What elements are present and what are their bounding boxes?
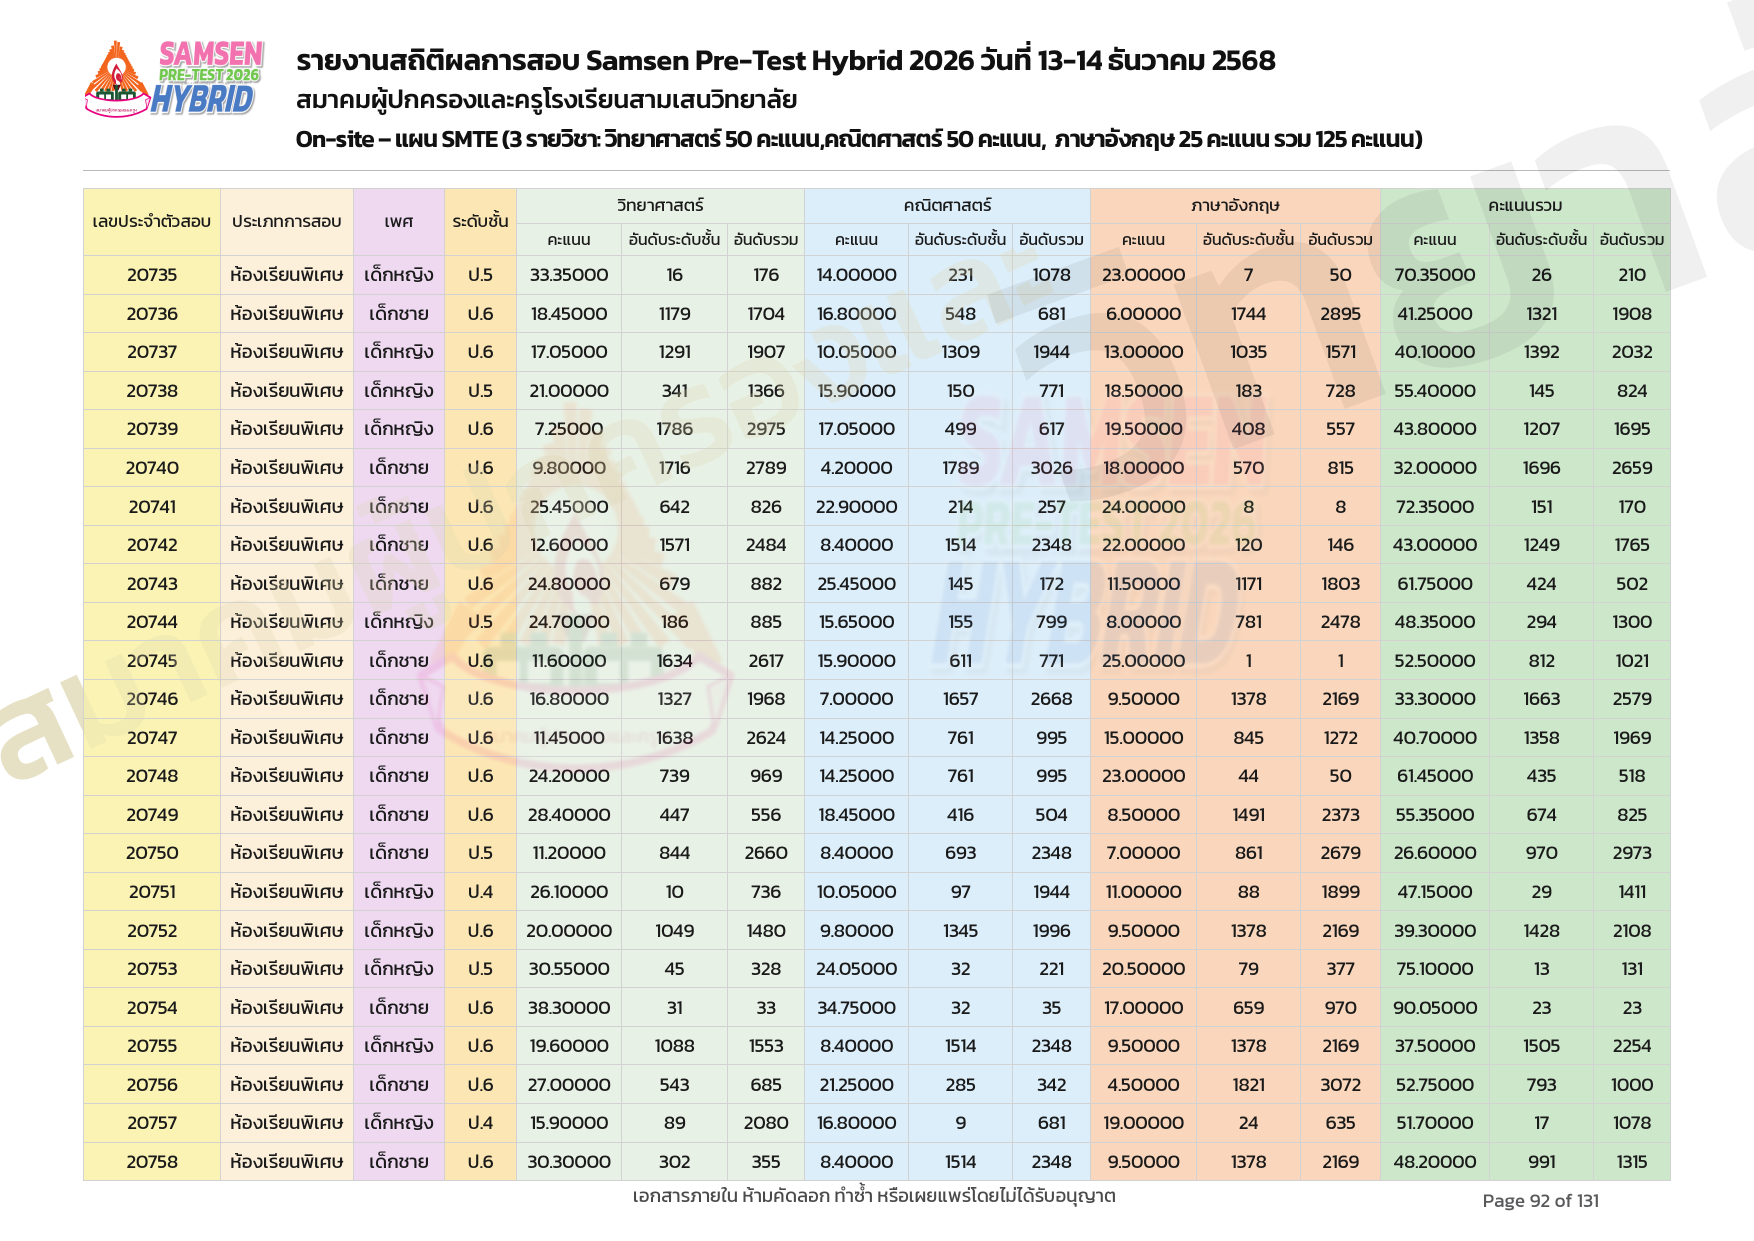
svg-text:ENHANCING EXPERIENCE BY SAMSEN: ENHANCING EXPERIENCE BY SAMSEN PRE-TEST [170,81,248,86]
svg-text:สมาคมผู้ปกครองและครูฯ: สมาคมผู้ปกครองและครูฯ [96,108,137,114]
svg-text:HYBRID: HYBRID [145,66,259,120]
svg-text:PRE-TEST 2026: PRE-TEST 2026 [158,62,260,88]
svg-text:SAMSEN: SAMSEN [158,32,265,80]
